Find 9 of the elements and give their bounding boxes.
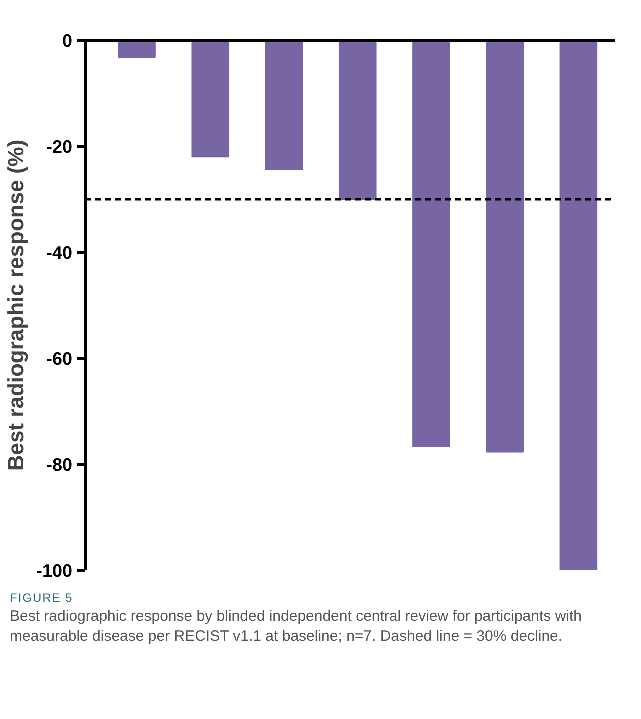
text: Best radiographic response by blinded independent central review for participants with measurable disease per RECIST v1.1 at baseline; n=7. Dashed line = 30% decline. xyxy=(10,607,583,648)
caption: FIGURE 5 xyxy=(10,590,74,607)
y-tick-label: -40 xyxy=(46,243,72,263)
y-tick-label: -60 xyxy=(46,349,72,369)
y-axis-title: Best radiographic response (%) xyxy=(3,140,28,472)
y-tick-label: -80 xyxy=(46,455,72,475)
y-tick-label: -20 xyxy=(46,137,72,157)
y-tick-label: -100 xyxy=(36,561,73,581)
y-tick-label: 0 xyxy=(62,31,73,51)
